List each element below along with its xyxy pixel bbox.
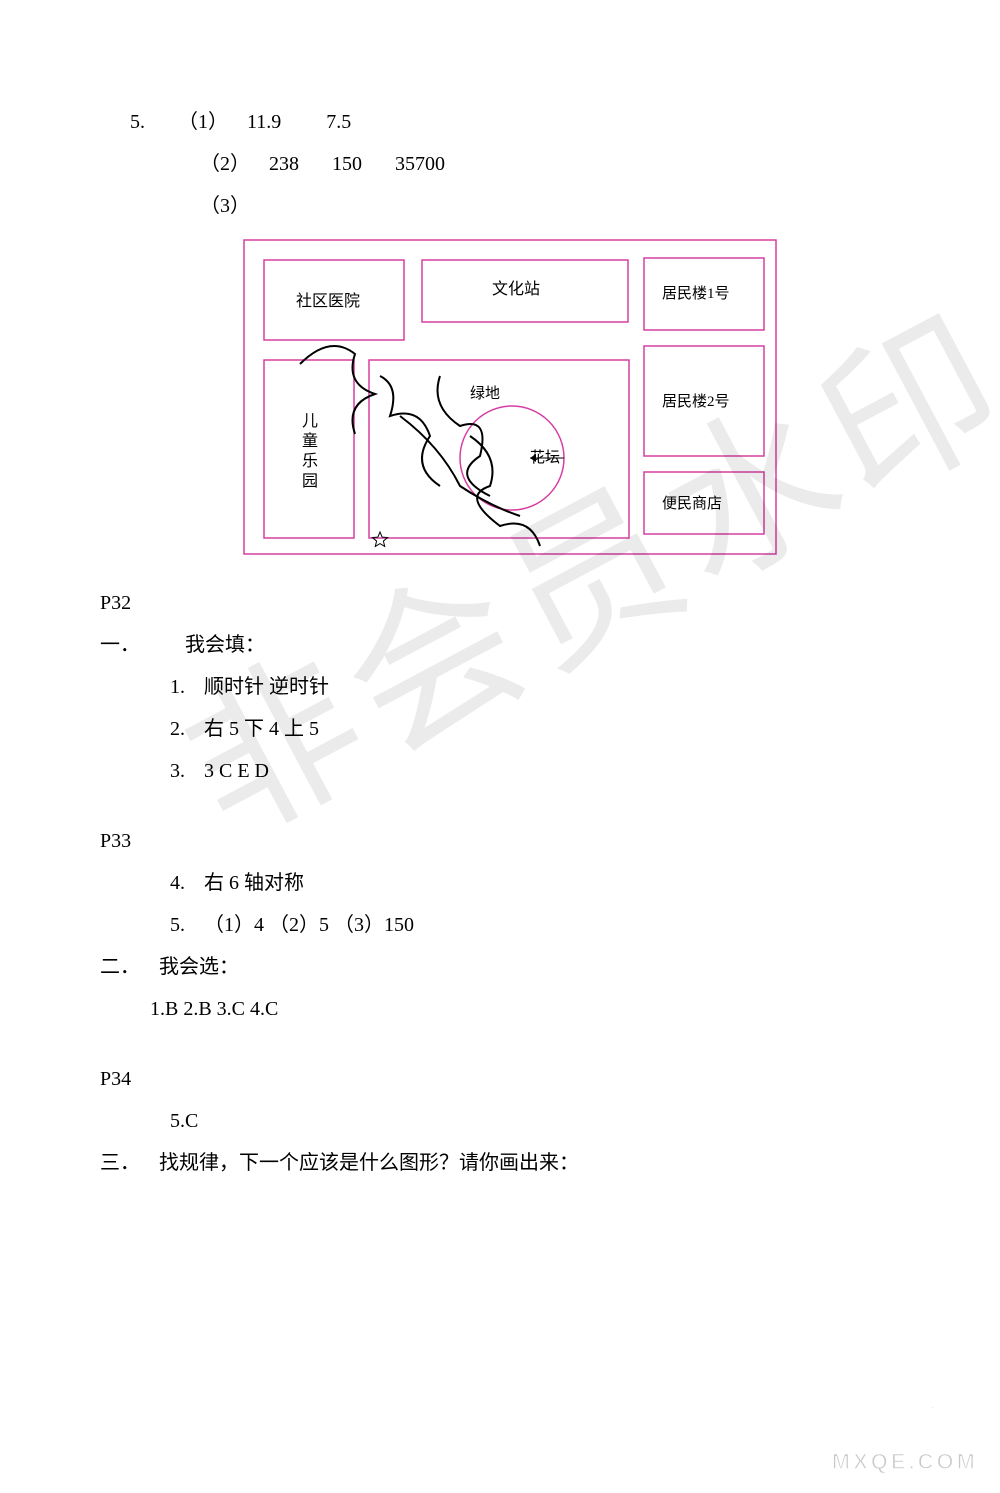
item-text: 右 6 轴对称 [204, 872, 304, 894]
svg-text:童: 童 [302, 431, 318, 450]
svg-text:社区医院: 社区医院 [296, 292, 360, 310]
site-watermark: MXQE.COM [832, 1449, 978, 1475]
q5-p1-label: （1） [178, 111, 228, 133]
svg-text:儿: 儿 [302, 412, 318, 430]
svg-text:绿地: 绿地 [470, 385, 500, 402]
section2-title: 我会选： [159, 956, 239, 978]
item-num: 2. [170, 718, 185, 740]
section1-num: 一． [100, 634, 140, 656]
svg-text:乐: 乐 [302, 452, 318, 470]
badge-text: 答案圈 [892, 1387, 976, 1427]
p34-heading: P34 [100, 1067, 1000, 1091]
svg-text:文化站: 文化站 [492, 280, 540, 298]
diagram-svg: 社区医院 文化站 居民楼1号居民楼2号便民商店 儿童乐园 绿地花坛 [240, 236, 780, 558]
p32-item1: 1. 顺时针 逆时针 [170, 675, 1000, 699]
item-text: （1）4 （2）5 （3）150 [204, 914, 414, 936]
p33-section2: 二． 我会选： [100, 955, 1000, 979]
document-page: 非会员水印 5. （1） 11.9 7.5 （2） 238 150 35700 … [0, 0, 1000, 1493]
q5-p2-v2: 150 [332, 153, 362, 175]
svg-text:居民楼1号: 居民楼1号 [662, 285, 730, 302]
svg-text:便民商店: 便民商店 [662, 495, 722, 512]
svg-text:居民楼2号: 居民楼2号 [662, 393, 730, 410]
item-text: 右 5 下 4 上 5 [204, 718, 319, 740]
q5-p2-v1: 238 [269, 153, 299, 175]
p33-heading: P33 [100, 829, 1000, 853]
p33-item4: 4. 右 6 轴对称 [170, 871, 1000, 895]
item-num: 5.C [170, 1110, 198, 1132]
p34-section3: 三． 找规律，下一个应该是什么图形？请你画出来： [100, 1151, 1000, 1175]
q5-line1: 5. （1） 11.9 7.5 [130, 110, 1000, 134]
q5-p2-v3: 35700 [395, 153, 445, 175]
q5-num: 5. [130, 111, 145, 133]
item-num: 4. [170, 872, 185, 894]
p33-item5: 5. （1）4 （2）5 （3）150 [170, 913, 1000, 937]
item-num: 1. [170, 676, 185, 698]
item-text: 3 C E D [204, 760, 269, 782]
svg-text:花坛: 花坛 [530, 449, 560, 466]
section3-title: 找规律，下一个应该是什么图形？请你画出来： [159, 1152, 579, 1174]
section3-num: 三． [100, 1152, 140, 1174]
item-num: 5. [170, 914, 185, 936]
section1-title: 我会填： [185, 634, 265, 656]
p32-section1: 一． 我会填： [100, 633, 1000, 657]
item-num: 3. [170, 760, 185, 782]
item-text: 顺时针 逆时针 [204, 676, 329, 698]
q5-line2: （2） 238 150 35700 [200, 152, 1000, 176]
section2-num: 二． [100, 956, 140, 978]
q5-line3: （3） [200, 194, 1000, 218]
svg-text:园: 园 [302, 473, 318, 490]
answer-badge: 答案圈 [886, 1369, 982, 1445]
community-diagram: 社区医院 文化站 居民楼1号居民楼2号便民商店 儿童乐园 绿地花坛 [240, 236, 1000, 563]
q5-p2-label: （2） [200, 153, 250, 175]
p33-choices: 1.B 2.B 3.C 4.C [150, 997, 1000, 1021]
q5-p1-v2: 7.5 [326, 111, 351, 133]
p32-heading: P32 [100, 591, 1000, 615]
p32-item2: 2. 右 5 下 4 上 5 [170, 717, 1000, 741]
p34-item: 5.C [170, 1109, 1000, 1133]
p32-item3: 3. 3 C E D [170, 759, 1000, 783]
q5-p3-label: （3） [200, 195, 250, 217]
q5-p1-v1: 11.9 [247, 111, 281, 133]
